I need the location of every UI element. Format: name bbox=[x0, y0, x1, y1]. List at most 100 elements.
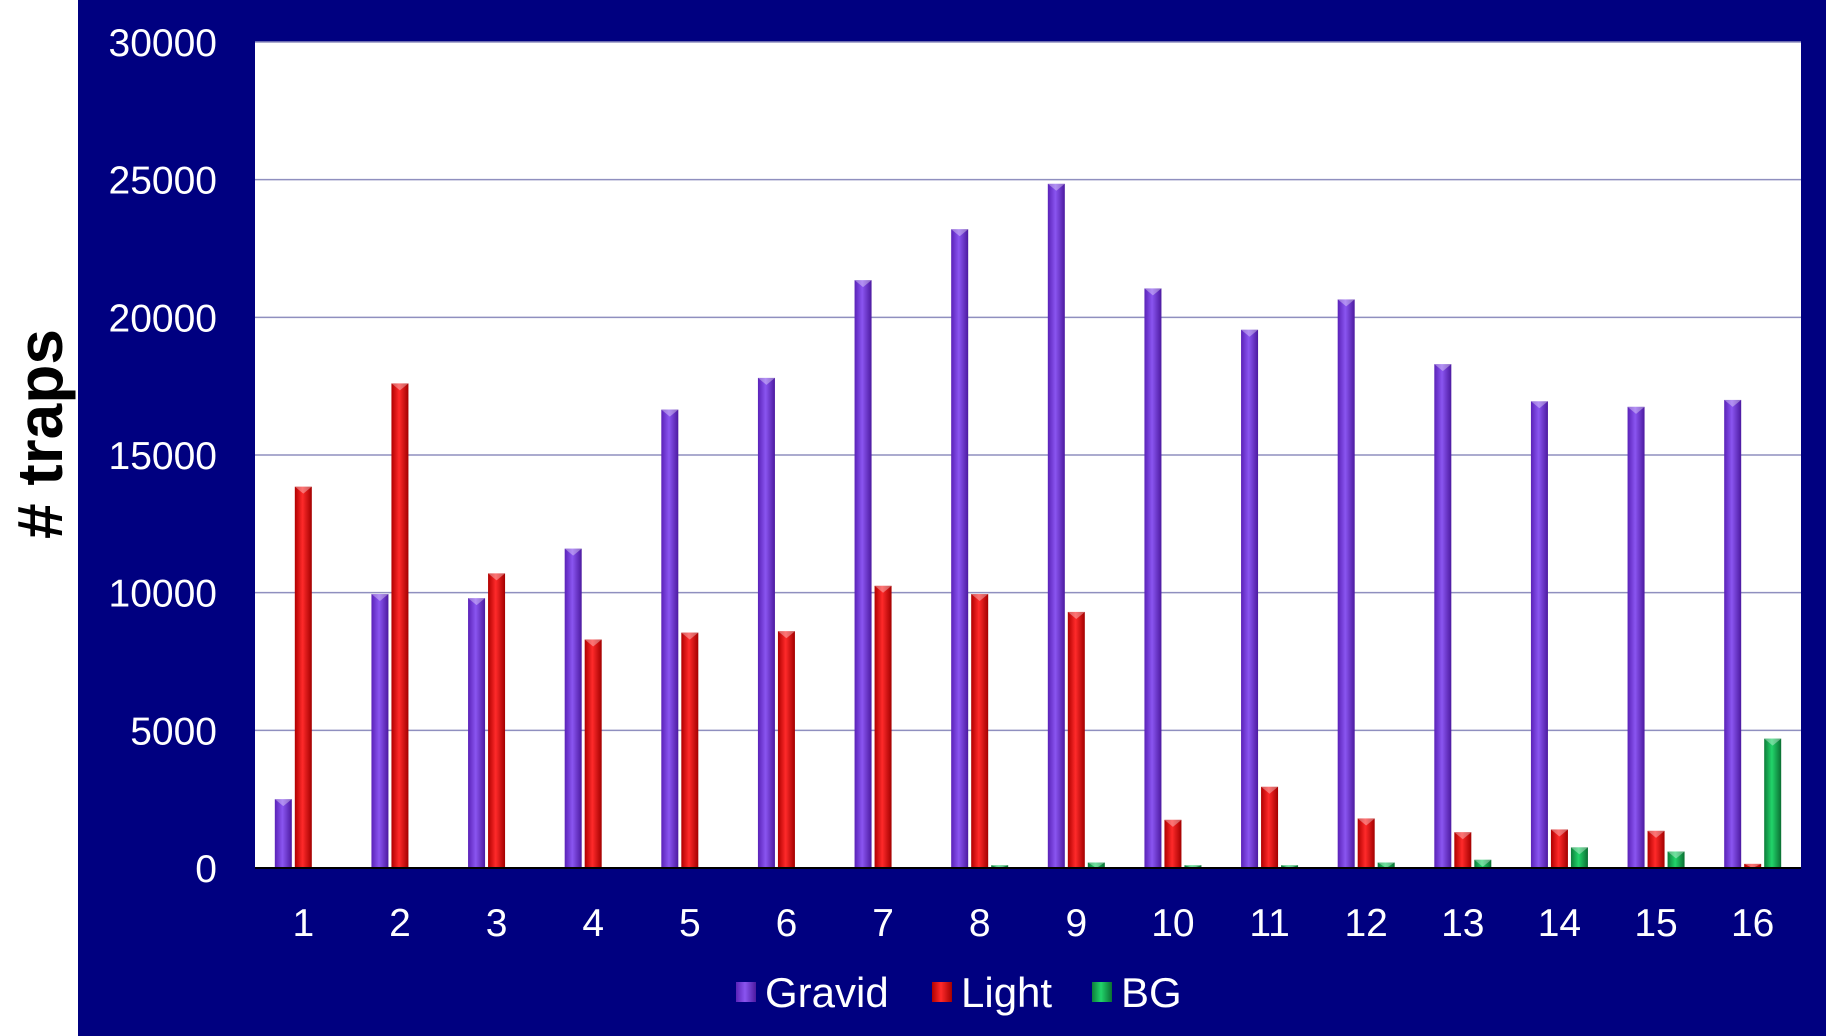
bar-cap bbox=[874, 585, 892, 593]
bar-light-13 bbox=[1454, 832, 1472, 868]
bar-cap bbox=[951, 229, 969, 237]
bar-light-8 bbox=[971, 594, 989, 868]
bar-cap bbox=[1144, 288, 1162, 296]
bar-cap bbox=[1550, 829, 1568, 837]
x-tick-label: 7 bbox=[872, 902, 894, 945]
bar-light-11 bbox=[1261, 786, 1279, 868]
legend-label-bg: BG bbox=[1121, 969, 1182, 1016]
x-tick-label: 14 bbox=[1538, 902, 1581, 945]
y-tick-label: 30000 bbox=[109, 22, 217, 65]
bar-light-2 bbox=[391, 383, 409, 868]
bar-light-6 bbox=[777, 631, 795, 868]
bar-cap bbox=[1647, 830, 1665, 838]
bar-cap bbox=[1530, 401, 1548, 409]
bar-cap bbox=[1627, 406, 1645, 414]
legend: Gravid Light BG bbox=[736, 969, 1182, 1016]
bar-cap bbox=[274, 799, 292, 807]
y-tick-label: 15000 bbox=[109, 435, 217, 478]
bar-gravid-6 bbox=[757, 377, 775, 868]
bar-bg-16 bbox=[1764, 738, 1782, 868]
bar-cap bbox=[1474, 859, 1492, 867]
bar-bg-11 bbox=[1281, 865, 1299, 868]
legend-swatch-light bbox=[932, 982, 952, 1002]
bar-gravid-2 bbox=[371, 594, 389, 868]
bar-gravid-11 bbox=[1241, 329, 1259, 868]
bar-gravid-10 bbox=[1144, 288, 1162, 868]
bar-cap bbox=[1067, 611, 1085, 619]
bar-cap bbox=[1047, 183, 1065, 191]
bar-cap bbox=[971, 594, 989, 602]
x-tick-label: 11 bbox=[1249, 902, 1290, 945]
bar-cap bbox=[1434, 364, 1452, 372]
bar-cap bbox=[1570, 847, 1588, 855]
bar-bg-8 bbox=[991, 865, 1009, 868]
bar-cap bbox=[584, 639, 602, 647]
y-tick-label: 25000 bbox=[109, 160, 217, 203]
bar-cap bbox=[391, 383, 409, 391]
bar-cap bbox=[1764, 738, 1782, 746]
bar-cap bbox=[991, 865, 1009, 868]
x-tick-label: 16 bbox=[1731, 902, 1774, 945]
y-tick-label: 5000 bbox=[130, 710, 217, 753]
bar-cap bbox=[777, 631, 795, 639]
bar-cap bbox=[1281, 865, 1299, 868]
bar-bg-15 bbox=[1667, 851, 1685, 868]
bar-gravid-3 bbox=[468, 598, 486, 868]
x-tick-label: 10 bbox=[1151, 902, 1194, 945]
legend-label-light: Light bbox=[961, 969, 1052, 1016]
bar-cap bbox=[1261, 786, 1279, 794]
bar-cap bbox=[1667, 851, 1685, 859]
bar-cap bbox=[661, 409, 679, 417]
bar-cap bbox=[1454, 832, 1472, 840]
bar-gravid-14 bbox=[1530, 401, 1548, 868]
bar-cap bbox=[1184, 865, 1202, 868]
bar-cap bbox=[757, 377, 775, 385]
y-tick-labels: 0 5000 10000 15000 20000 25000 30000 bbox=[109, 22, 217, 891]
bar-gravid-1 bbox=[274, 799, 292, 868]
y-tick-label: 10000 bbox=[109, 573, 217, 616]
bar-cap bbox=[1357, 818, 1375, 826]
bar-light-16 bbox=[1744, 863, 1762, 868]
bar-cap bbox=[1087, 862, 1105, 868]
x-tick-label: 5 bbox=[679, 902, 701, 945]
x-tick-label: 6 bbox=[776, 902, 798, 945]
bar-cap bbox=[1744, 863, 1762, 868]
x-tick-label: 9 bbox=[1065, 902, 1087, 945]
bar-bg-12 bbox=[1377, 862, 1395, 868]
bar-cap bbox=[564, 548, 582, 556]
legend-swatch-bg bbox=[1092, 982, 1112, 1002]
bar-light-5 bbox=[681, 632, 699, 868]
bar-cap bbox=[1337, 299, 1355, 307]
x-tick-label: 4 bbox=[582, 902, 604, 945]
bar-light-12 bbox=[1357, 818, 1375, 868]
x-tick-label: 15 bbox=[1634, 902, 1677, 945]
y-tick-label: 0 bbox=[195, 848, 217, 891]
bar-bg-13 bbox=[1474, 859, 1492, 868]
bars bbox=[274, 183, 1782, 869]
bar-cap bbox=[1377, 862, 1395, 868]
bar-light-7 bbox=[874, 585, 892, 868]
x-tick-label: 2 bbox=[389, 902, 411, 945]
bar-bg-14 bbox=[1570, 847, 1588, 868]
bar-cap bbox=[468, 598, 486, 606]
bar-cap bbox=[371, 594, 389, 602]
bar-light-1 bbox=[294, 486, 312, 868]
bar-gravid-9 bbox=[1047, 183, 1065, 869]
bar-gravid-4 bbox=[564, 548, 582, 868]
x-tick-label: 8 bbox=[969, 902, 991, 945]
bar-light-4 bbox=[584, 639, 602, 868]
bar-cap bbox=[294, 486, 312, 494]
bar-gravid-5 bbox=[661, 409, 679, 868]
bar-gravid-12 bbox=[1337, 299, 1355, 869]
x-tick-label: 12 bbox=[1344, 902, 1387, 945]
bar-bg-10 bbox=[1184, 865, 1202, 868]
legend-label-gravid: Gravid bbox=[765, 969, 889, 1016]
x-tick-labels: 1 2 3 4 5 6 7 8 9 10 11 12 13 14 15 16 bbox=[292, 902, 1774, 945]
bar-light-3 bbox=[488, 573, 506, 868]
legend-swatch-gravid bbox=[736, 982, 756, 1002]
bar-gravid-15 bbox=[1627, 406, 1645, 868]
bar-light-14 bbox=[1550, 829, 1568, 868]
x-tick-label: 13 bbox=[1441, 902, 1484, 945]
